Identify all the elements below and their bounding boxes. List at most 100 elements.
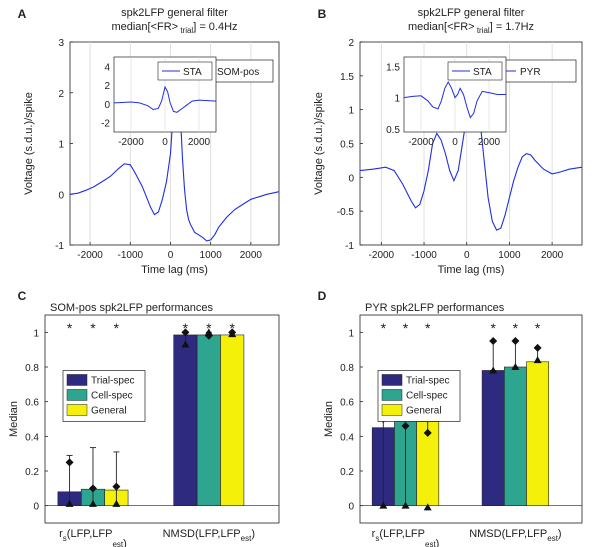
bar [503, 366, 527, 506]
significance-marker: * [229, 320, 235, 336]
median-marker [88, 484, 97, 493]
significance-marker: * [403, 320, 409, 336]
significance-marker: * [425, 320, 431, 336]
chart-title: PYR spk2LFP performances [365, 302, 505, 314]
text-span: est [241, 534, 252, 543]
text-span: ) [123, 538, 127, 547]
x-tick-label: 1000 [498, 250, 521, 261]
median-marker [65, 458, 74, 467]
inset-y-tick-label: 0 [104, 100, 110, 111]
x-tick-label: 0 [464, 250, 470, 261]
x-tick-label: 2000 [240, 250, 263, 261]
y-axis-label: Median [8, 401, 20, 437]
median-marker [112, 482, 121, 491]
triangle-marker [65, 499, 74, 507]
y-tick-label: -1 [55, 241, 64, 252]
y-tick-label: 0.6 [340, 398, 354, 409]
triangle-marker [489, 366, 498, 374]
text-span: est [425, 540, 436, 547]
median-marker [489, 337, 498, 345]
legend-swatch [381, 404, 403, 416]
y-tick-label: 0.2 [340, 467, 354, 478]
text-span: s [375, 534, 379, 543]
inset-legend-box [157, 61, 213, 81]
triangle-marker [511, 363, 520, 370]
inset-y-tick-label: -2 [101, 119, 110, 130]
y-tick-label: 0.8 [340, 363, 354, 374]
y-tick-label: 1 [58, 140, 64, 151]
x-tick-label: NMSD(LFP,LFPest) [469, 528, 561, 543]
chart-title: spk2LFP general filter [418, 7, 525, 19]
text-span: (LFP,LFP [67, 528, 113, 540]
legend-label: Cell-spec [91, 390, 133, 401]
x-tick-label: -2000 [77, 250, 103, 261]
x-tick-label: NMSD(LFP,LFPest) [163, 528, 255, 543]
significance-marker: * [183, 320, 189, 336]
text-span: r [372, 528, 376, 540]
chart-subtitle: median[<FR> trial] = 0.4Hz [111, 21, 237, 35]
y-tick-label: 1 [33, 328, 39, 339]
triangle-marker [533, 356, 542, 364]
bar [173, 334, 198, 506]
inset-x-tick-label: 2000 [478, 137, 501, 148]
chart-title: SOM-pos spk2LFP performances [50, 302, 214, 314]
y-tick-label: 0.2 [25, 467, 39, 478]
legend-label: Cell-spec [406, 390, 448, 401]
triangle-marker [228, 330, 237, 338]
median-marker [181, 328, 190, 337]
panel-letter: C [18, 289, 27, 303]
bar [196, 334, 221, 506]
text-span: trial [475, 26, 490, 35]
panel-letter: B [318, 7, 327, 21]
y-tick-label: -1 [345, 241, 354, 252]
triangle-marker [423, 503, 432, 511]
inset-y-tick-label: 0.5 [386, 125, 400, 136]
x-tick-label: -2000 [369, 250, 395, 261]
inset-x-tick-label: -2000 [118, 137, 144, 148]
significance-marker: * [90, 320, 96, 336]
inset-y-tick-label: 1.5 [386, 62, 400, 73]
x-tick-label: 0 [168, 250, 174, 261]
inset-line [403, 80, 506, 119]
text-span: ) [251, 528, 255, 540]
text-span: median[<FR> [111, 21, 178, 33]
y-tick-label: 0.4 [340, 432, 354, 443]
inset-y-tick-label: 4 [104, 62, 110, 73]
inset-x-tick-label: 0 [452, 137, 458, 148]
bar [220, 334, 245, 506]
y-tick-label: 0.4 [25, 432, 39, 443]
x-tick-label: rs(LFP,LFPest) [59, 528, 127, 547]
triangle-marker [181, 340, 190, 348]
axes-box [359, 314, 583, 524]
y-axis-label: Median [323, 401, 335, 437]
chart-subtitle: median[<FR> trial] = 1.7Hz [408, 21, 534, 35]
inset-x-tick-label: -2000 [408, 137, 434, 148]
text-span: (LFP,LFP [379, 528, 425, 540]
legend-label: SOM-pos [217, 67, 259, 78]
text-span: ) [436, 538, 440, 547]
text-span: est [547, 534, 558, 543]
y-tick-label: 1.5 [340, 72, 354, 83]
panel-c: C SOM-pos spk2LFP performances 0 0.2 0.4 0.6 0… [8, 289, 280, 547]
text-span: ] = 1.7Hz [490, 21, 534, 33]
y-tick-label: 0 [348, 502, 354, 513]
x-tick-label: rs(LFP,LFPest) [372, 528, 440, 547]
text-span: r [59, 528, 63, 540]
legend-label: Trial-spec [91, 375, 135, 386]
median-marker [423, 428, 432, 437]
triangle-marker [88, 499, 97, 507]
legend-swatch [381, 389, 403, 401]
legend-swatch [66, 404, 88, 416]
triangle-marker [112, 499, 121, 507]
inset-y-tick-label: 2 [104, 81, 110, 92]
y-tick-label: 0.5 [340, 140, 354, 151]
y-tick-label: 0 [348, 173, 354, 184]
legend-label: PYR [520, 67, 541, 78]
triangle-marker [379, 501, 388, 509]
significance-marker: * [535, 320, 541, 336]
y-tick-label: 0.6 [25, 398, 39, 409]
inset-x-tick-label: 2000 [188, 137, 211, 148]
y-tick-label: 2 [58, 89, 64, 100]
